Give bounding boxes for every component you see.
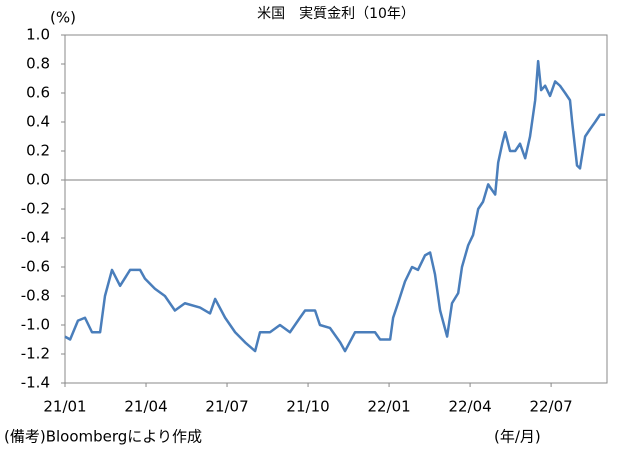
- y-tick-label: 0.0: [26, 171, 50, 189]
- x-tick-label: 22/07: [529, 398, 572, 416]
- y-tick-label: -0.4: [21, 229, 50, 247]
- y-tick-label: -1.4: [21, 374, 50, 392]
- y-tick-label: -0.2: [21, 200, 50, 218]
- x-tick-label: 21/04: [124, 398, 167, 416]
- y-unit: (%): [50, 9, 76, 27]
- y-tick-label: -1.2: [21, 345, 50, 363]
- x-tick-label: 22/01: [367, 398, 410, 416]
- y-tick-label: 1.0: [26, 26, 50, 44]
- y-tick-label: 0.6: [26, 84, 50, 102]
- x-tick-label: 21/01: [43, 398, 86, 416]
- source-note: (備考)Bloombergにより作成: [4, 428, 202, 446]
- y-tick-label: -1.0: [21, 316, 50, 334]
- plot-frame: [64, 34, 608, 384]
- y-tick-label: 0.2: [26, 142, 50, 160]
- chart-title: 米国 実質金利（10年）: [257, 6, 415, 22]
- x-unit: (年/月): [494, 428, 541, 446]
- x-tick-label: 21/07: [205, 398, 248, 416]
- series-line: [64, 59, 606, 353]
- y-tick-label: -0.6: [21, 258, 50, 276]
- x-tick-label: 21/10: [286, 398, 329, 416]
- x-tick-label: 22/04: [448, 398, 491, 416]
- y-tick-label: -0.8: [21, 287, 50, 305]
- y-tick-label: 0.8: [26, 55, 50, 73]
- y-tick-label: 0.4: [26, 113, 50, 131]
